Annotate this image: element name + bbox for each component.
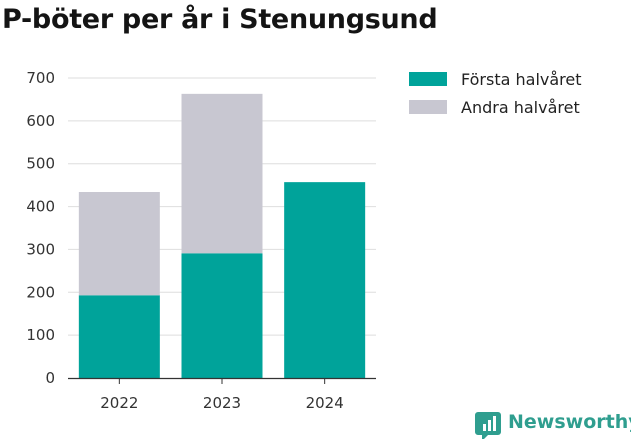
bar-andra-2022: [78, 192, 160, 296]
legend-swatch: [409, 100, 447, 114]
newsworthy-icon: [475, 412, 501, 439]
x-tick-label: 2023: [203, 394, 241, 412]
bar-andra-2023: [181, 93, 263, 254]
y-tick-label: 400: [26, 198, 55, 216]
axes: 0 100 200 300 400 500 600 700 2022 2023 2024: [26, 69, 376, 412]
y-tick-label: 100: [26, 326, 55, 344]
y-tick-label: 200: [26, 283, 55, 301]
legend: Första halvåret Andra halvåret: [409, 70, 582, 117]
chart-title: P-böter per år i Stenungsund: [2, 4, 438, 35]
legend-label: Första halvåret: [461, 70, 582, 89]
y-tick-label: 500: [26, 155, 55, 173]
y-tick-label: 700: [26, 69, 55, 87]
newsworthy-logo: Newsworthy: [475, 411, 631, 439]
legend-label: Andra halvåret: [461, 98, 580, 117]
bar-forsta-2022: [78, 295, 160, 378]
legend-swatch: [409, 72, 447, 86]
x-tick-label: 2022: [100, 394, 138, 412]
x-tick-label: 2024: [306, 394, 344, 412]
bar-forsta-2023: [181, 253, 263, 378]
y-tick-label: 300: [26, 240, 55, 258]
y-tick-label: 600: [26, 112, 55, 130]
bars: [78, 93, 366, 378]
newsworthy-wordmark: Newsworthy: [508, 411, 631, 433]
bar-forsta-2024: [284, 182, 366, 378]
y-tick-label: 0: [45, 369, 55, 387]
